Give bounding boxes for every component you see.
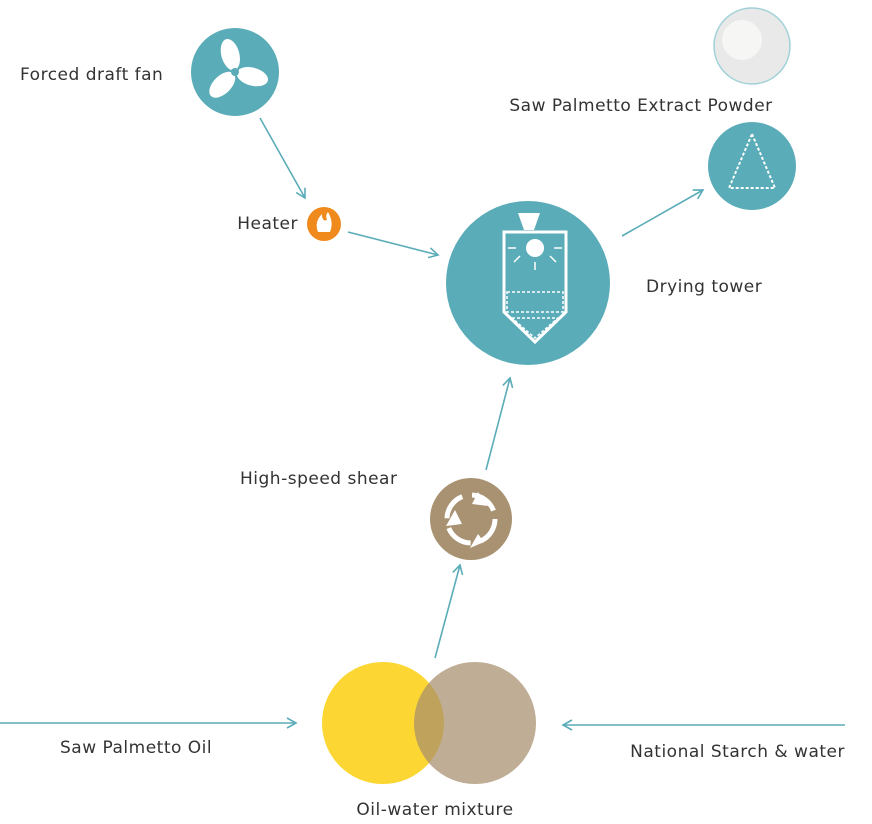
tower-node [446, 201, 610, 365]
arrow [434, 563, 464, 659]
arrow [347, 231, 440, 259]
arrow [259, 117, 306, 200]
mixture-node [322, 662, 536, 784]
node-label: Oil-water mixture [356, 800, 513, 820]
powder-node [708, 7, 796, 210]
heater-node [307, 207, 341, 241]
node-label: Forced draft fan [20, 65, 163, 85]
arrow [621, 189, 705, 237]
shear-node [430, 478, 512, 560]
fan-icon [209, 38, 269, 98]
arrows [0, 117, 845, 731]
arrow [485, 376, 514, 471]
node-label: Saw Palmetto Extract Powder [509, 96, 772, 116]
node-label: National Starch & water [630, 742, 845, 762]
node-label: High-speed shear [240, 469, 397, 489]
node-label: Drying tower [646, 277, 762, 297]
fan-node [191, 28, 279, 116]
node-label: Saw Palmetto Oil [60, 738, 212, 758]
node-label: Heater [237, 214, 298, 234]
